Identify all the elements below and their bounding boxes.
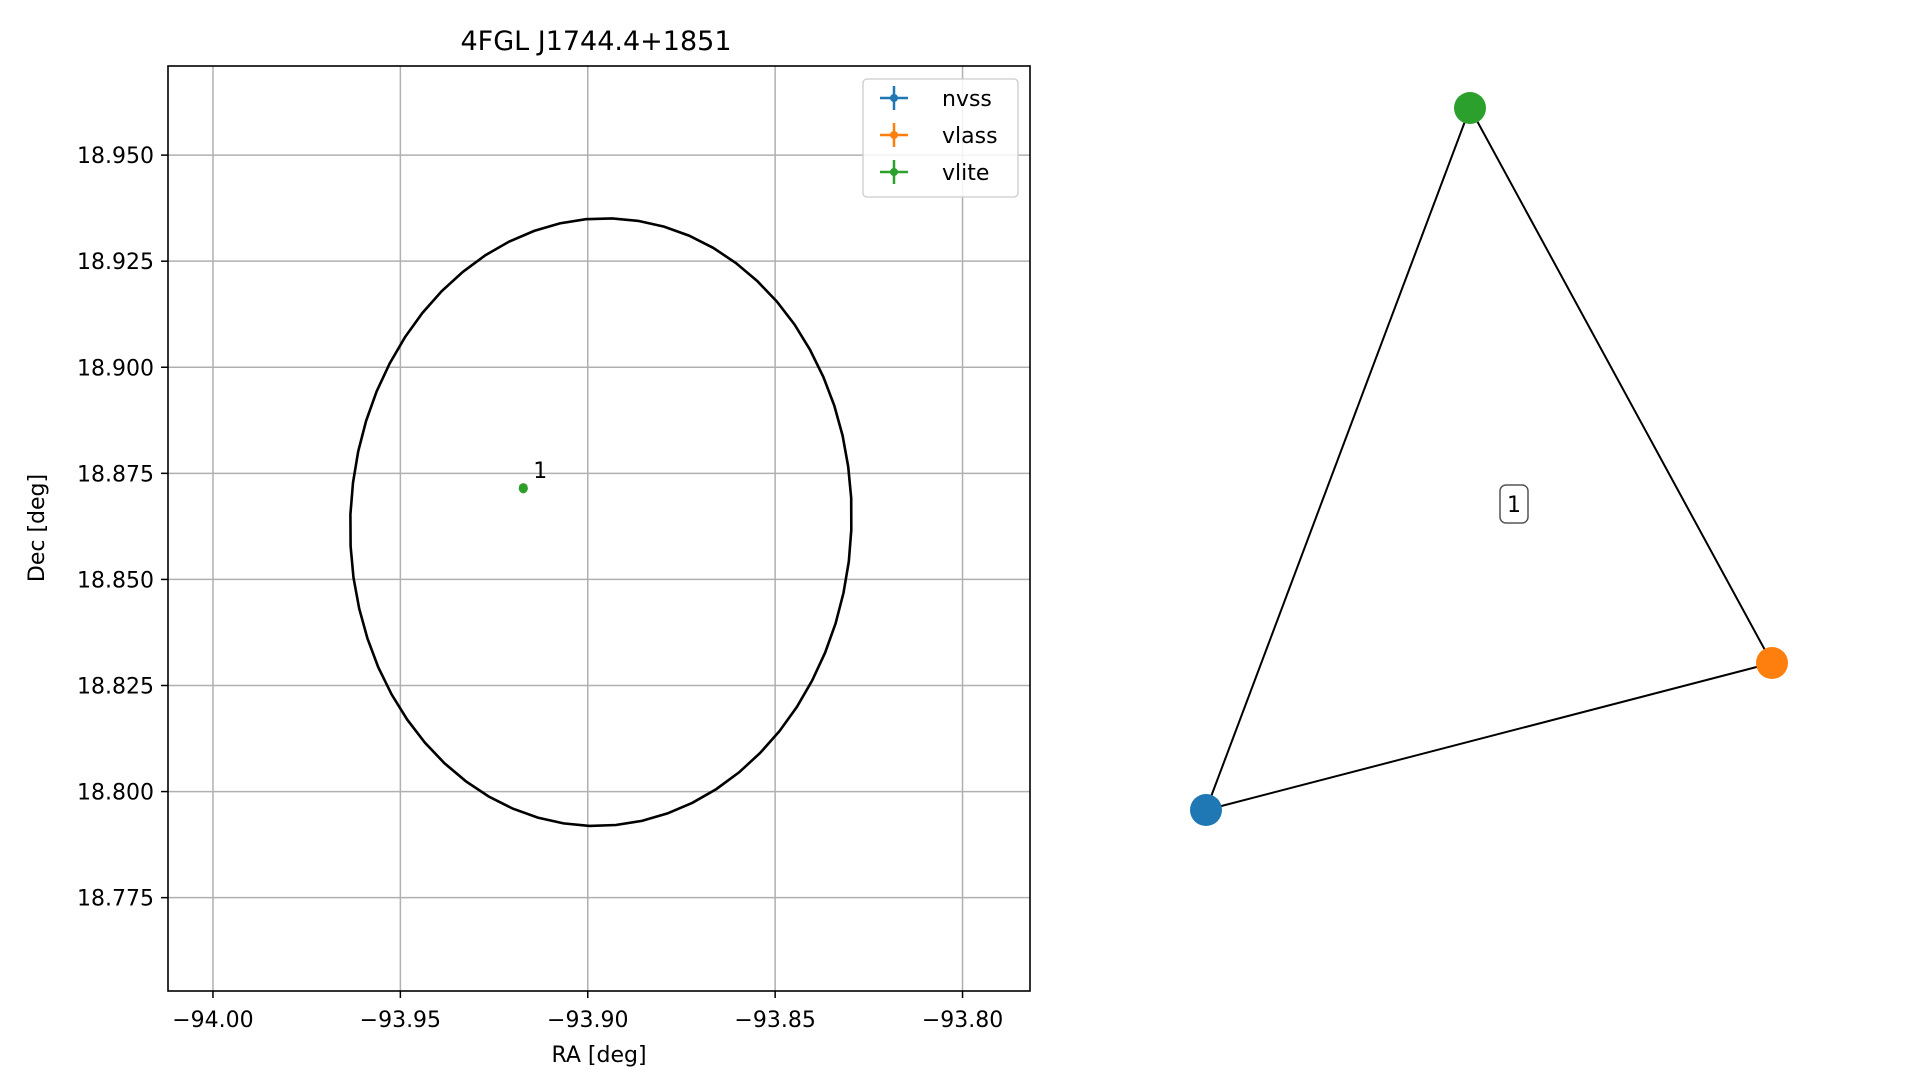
plot-title: 4FGL J1744.4+1851 (460, 26, 731, 57)
y-tick-label: 18.950 (77, 144, 154, 169)
y-axis-label: Dec [deg] (25, 474, 50, 582)
vlass-legend-label: vlass (942, 124, 998, 149)
error-ellipse (349, 217, 853, 828)
node-vlite (1454, 92, 1486, 124)
group-label-text: 1 (1507, 493, 1521, 518)
y-tick-label: 18.850 (77, 568, 154, 593)
x-tick-label: −93.85 (734, 1008, 815, 1033)
x-axis-label: RA [deg] (551, 1043, 646, 1068)
x-axis-ticks: −94.00 −93.95 −93.90 −93.85 −93.80 (172, 991, 1003, 1033)
point-annotation: 1 (533, 459, 547, 484)
plot-frame (167, 65, 1031, 992)
sky-position-plot: 4FGL J1744.4+1851 1 −94.00 −93.95 −93.90 −9… (25, 26, 1031, 1068)
x-tick-label: −94.00 (172, 1008, 253, 1033)
vlite-legend-marker (890, 168, 898, 176)
error-ellipse-layer (349, 217, 853, 828)
edge-vlite-vlass (1469, 107, 1773, 664)
y-tick-label: 18.825 (77, 674, 154, 699)
graph-nodes (1190, 92, 1788, 826)
source-points-layer: 1 (518, 459, 547, 494)
y-tick-label: 18.875 (77, 462, 154, 487)
node-nvss (1190, 794, 1222, 826)
nvss-legend-label: nvss (942, 87, 992, 112)
group-label: 1 (1499, 484, 1529, 524)
legend: nvss vlass vlite (862, 78, 1019, 198)
graph-edges (1205, 107, 1773, 811)
x-tick-label: −93.90 (547, 1008, 628, 1033)
node-vlass (1756, 647, 1788, 679)
edge-vlass-nvss (1205, 662, 1773, 811)
legend-entries: nvss vlass vlite (880, 86, 998, 186)
x-tick-label: −93.95 (360, 1008, 441, 1033)
y-axis-ticks: 18.775 18.800 18.825 18.850 18.875 18.900 18.9… (77, 144, 168, 912)
y-tick-label: 18.800 (77, 781, 154, 806)
vlite-point (518, 483, 528, 494)
grid (168, 66, 1030, 991)
nvss-legend-marker (890, 94, 898, 102)
y-tick-label: 18.925 (77, 250, 154, 275)
legend-box (862, 78, 1019, 198)
x-tick-label: −93.80 (922, 1008, 1003, 1033)
vlite-legend-label: vlite (942, 161, 989, 186)
vlass-legend-marker (890, 131, 898, 139)
group-label-box (1499, 484, 1529, 524)
association-graph: 1 (1190, 92, 1788, 826)
y-tick-label: 18.900 (77, 356, 154, 381)
y-tick-label: 18.775 (77, 887, 154, 912)
edge-nvss-vlite (1205, 107, 1471, 811)
